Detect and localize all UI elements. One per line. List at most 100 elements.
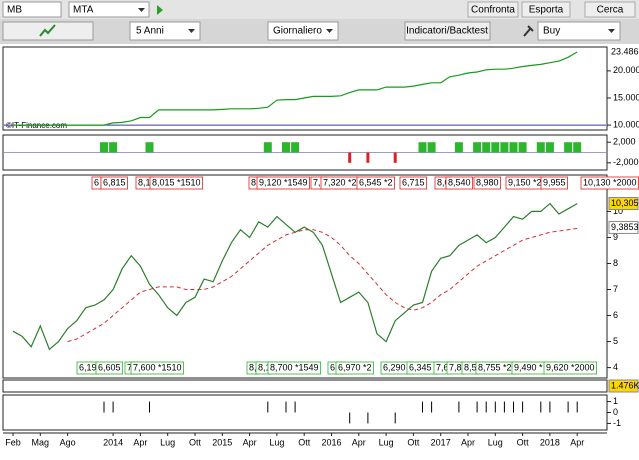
button-label: Esporta [529,5,564,16]
signal-label-box [95,361,123,375]
y-tick-label: 7 [613,284,618,294]
y-tick-label: 4 [613,362,618,372]
signal-label: 8,755 *20 [478,362,517,372]
signal-label: 7,8 [449,362,462,372]
signal-label-box [356,176,395,190]
signal-label-box [473,176,501,190]
x-tick-label: Ott [407,437,420,447]
equity-line [13,51,578,126]
value-tag [608,220,639,234]
signal-label: 9,490 * [514,362,543,372]
signal-label: 8,540 [448,177,471,187]
indicators-button[interactable] [404,21,491,41]
x-tick-label: Lug [488,437,503,447]
symbol-text: MB [7,5,22,16]
signal-bar [291,142,300,153]
signal-label: 7,7 [313,177,326,187]
price-panel [2,174,608,379]
signal-bar [109,142,118,153]
y-tick-label: 2,000 [613,137,636,147]
export-button[interactable] [521,1,571,18]
x-tick-label: Ott [517,437,530,447]
price-line [12,202,578,351]
signal-label: 6,605 [98,362,121,372]
x-tick-label: Lug [379,437,394,447]
equity-panel [2,46,608,131]
signal-label: 6,290 * [383,362,412,372]
market-dropdown[interactable] [68,1,150,18]
x-tick-label: Apr [133,437,147,447]
period-dropdown[interactable] [129,21,201,41]
signal-label: 8,980 [476,177,499,187]
period-text: 5 Anni [136,26,164,37]
signal-bar [366,152,370,163]
signal-label-box [445,176,473,190]
signal-label: 6,970 *2 [338,362,372,372]
signal-label: 8,5 [464,362,477,372]
signal-label-box [399,176,427,190]
x-tick-label: 2014 [103,437,123,447]
signal-label: 8,015 *1510 [152,177,201,187]
signal-bar [263,142,272,153]
dropdown-arrow [138,8,145,12]
frequency-dropdown[interactable] [267,21,339,41]
volume-tag [608,379,639,393]
oscillator-panel [2,394,608,431]
signal-label: 7,6 [436,362,449,372]
y-tick-label: 5 [613,336,618,346]
x-tick-label: Feb [5,437,21,447]
search-button[interactable] [584,1,636,18]
signal-bar [418,142,427,153]
volume-panel [2,379,608,393]
x-tick-label: Apr [352,437,366,447]
signal-label: 9,620 *2000 [546,362,595,372]
symbol-field[interactable] [2,1,62,18]
signal-label-box [540,176,568,190]
play-button[interactable] [157,5,163,15]
chart-type-button[interactable] [2,21,94,41]
signal-bar [348,152,352,163]
y-tick-label: -1 [613,418,621,428]
wrench-icon[interactable] [523,25,534,37]
signal-label-box [543,361,597,375]
signal-label: 6,815 [103,177,126,187]
signal-label: 9,955 [543,177,566,187]
x-tick-label: Lug [160,437,175,447]
y-tick-label: 9 [613,232,618,242]
signal-bar [536,142,545,153]
signal-label: 7,600 *1510 [133,362,182,372]
signal-label: 8,0 [437,177,450,187]
signal-bar [282,142,290,153]
signal-bar [427,142,436,153]
volume-label: 1.476K [611,380,639,390]
value-tag-label: 9,3853 [611,222,639,232]
last-equity-label: 23.486 [611,46,639,56]
y-tick-label: 10 [613,206,623,216]
signal-bar [473,142,482,153]
x-tick-label: 2016 [321,437,341,447]
signal-label-box [149,176,203,190]
signal-label: 6 [94,177,99,187]
x-tick-label: 2018 [540,437,560,447]
y-tick-label: 1 [613,396,618,406]
x-tick-label: Mag [32,437,50,447]
button-label: Confronta [471,5,515,16]
dropdown-arrow [608,29,615,33]
y-tick-label: 8 [613,258,618,268]
signal-label: 9,150 *2 [508,177,542,187]
y-tick-label: 0 [613,407,618,417]
x-tick-label: Apr [461,437,475,447]
signal-label-box [267,361,321,375]
signal-bar [564,142,573,153]
x-tick-label: Apr [570,437,584,447]
compare-button[interactable] [467,1,519,18]
signal-label-box [335,361,374,375]
signal-label-box [256,176,310,190]
y-tick-label: 10.000 [613,119,639,129]
signal-bar [491,142,500,153]
market-text: MTA [73,5,94,16]
signal-bar [482,142,491,153]
y-tick-label: 15.000 [613,92,639,102]
signal-dropdown[interactable] [537,21,621,41]
